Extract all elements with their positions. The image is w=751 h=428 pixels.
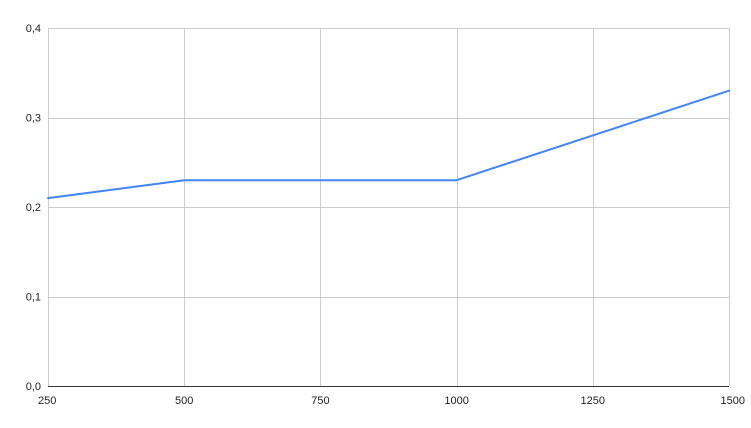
- y-tick-label: 0,1: [26, 292, 41, 304]
- y-tick-label: 0,3: [26, 113, 41, 125]
- x-tick-label: 250: [38, 395, 56, 407]
- y-tick-label: 0,0: [26, 381, 41, 393]
- tick-labels: 0,0 0,1 0,2 0,3 0,4 250 500 750 1000 1250 1500: [26, 23, 745, 407]
- y-tick-label: 0,4: [26, 23, 41, 35]
- y-tick-label: 0,2: [26, 202, 41, 214]
- series-line: [47, 89, 730, 200]
- x-tick-label: 1250: [581, 395, 605, 407]
- x-tick-label: 750: [311, 395, 329, 407]
- x-tick-label: 1500: [721, 395, 745, 407]
- x-tick-label: 500: [175, 395, 193, 407]
- series: [47, 89, 730, 200]
- grid: [48, 28, 730, 386]
- x-tick-label: 1000: [444, 395, 468, 407]
